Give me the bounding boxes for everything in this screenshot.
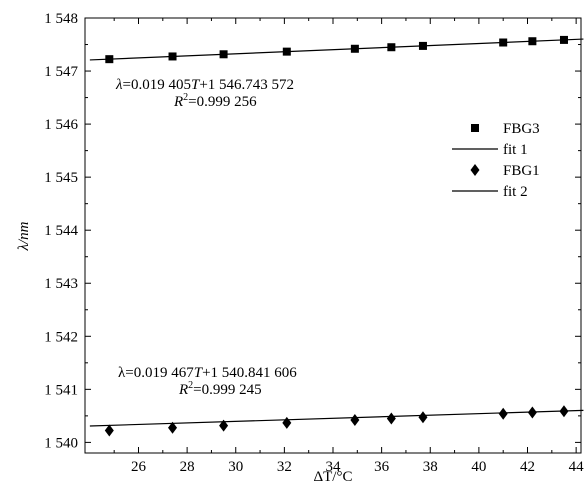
equation-part: R (173, 94, 183, 110)
legend-marker-fbg3 (471, 124, 479, 132)
fit-line-2 (89, 409, 584, 427)
equation-part: R (178, 382, 188, 398)
y-tick-label: 1 543 (44, 276, 78, 292)
legend-label: FBG1 (503, 163, 540, 179)
x-tick-label: 38 (423, 459, 438, 475)
y-tick-label: 1 548 (44, 11, 78, 27)
equation-part: =0.999 245 (193, 382, 261, 398)
equation-part: +1 546.743 572 (199, 77, 294, 93)
fbg1-point (350, 414, 360, 427)
legend-label: fit 2 (503, 184, 528, 200)
y-tick-label: 1 540 (44, 435, 78, 451)
equation-r1: R2=0.999 256 (173, 92, 257, 110)
equation-part: 2 (188, 380, 193, 391)
equation-r2: R2=0.999 245 (178, 380, 262, 398)
y-tick-label: 1 542 (44, 329, 78, 345)
legend-label: FBG3 (503, 121, 540, 137)
y-tick-label: 1 541 (44, 382, 78, 398)
fbg1-point (104, 424, 114, 437)
x-tick-label: 36 (374, 459, 390, 475)
x-tick-label: 34 (326, 459, 342, 475)
tick-labels: 26 28 30 32 34 36 38 40 42 44 1 540 1 541 1 542 1 543… (44, 11, 584, 475)
fit-line-1 (89, 38, 584, 61)
y-axis-label: λ/nm (16, 221, 32, 251)
legend-label: fit 1 (503, 142, 528, 158)
equation-eq1: λ=0.019 405T+1 546.743 572 (115, 77, 294, 93)
y-tick-label: 1 544 (44, 223, 78, 239)
equation-eq2: λ=0.019 467T+1 540.841 606 (118, 365, 297, 381)
fbg1-point (282, 416, 292, 429)
equation-part: =0.999 256 (188, 94, 257, 110)
equation-part: +1 540.841 606 (202, 365, 297, 381)
y-tick-label: 1 547 (44, 64, 78, 80)
fbg1-point (498, 407, 508, 420)
fbg1-point (168, 421, 178, 434)
x-tick-label: 44 (569, 459, 585, 475)
equation-part: λ (115, 77, 123, 93)
equation-part: λ=0.019 467 (118, 365, 194, 381)
fbg1-point (219, 419, 229, 432)
y-tick-label: 1 546 (44, 117, 78, 133)
series-group (89, 35, 584, 437)
equation-part: T (194, 365, 204, 381)
legend-marker-fbg1 (470, 164, 480, 176)
x-tick-label: 40 (471, 459, 486, 475)
axis-ticks (85, 17, 581, 453)
equation-part: 2 (183, 92, 188, 103)
x-tick-label: 32 (277, 459, 292, 475)
fbg1-point (386, 412, 396, 425)
y-tick-label: 1 545 (44, 170, 78, 186)
legend: FBG3 fit 1 FBG1 fit 2 (452, 121, 540, 200)
x-tick-label: 30 (228, 459, 243, 475)
fbg1-point (418, 411, 428, 424)
x-axis-label: ΔT/°C (314, 469, 353, 485)
x-tick-label: 26 (131, 459, 147, 475)
x-tick-label: 28 (180, 459, 195, 475)
equation-part: T (191, 77, 201, 93)
x-tick-label: 42 (520, 459, 535, 475)
equation-part: =0.019 405 (123, 77, 191, 93)
